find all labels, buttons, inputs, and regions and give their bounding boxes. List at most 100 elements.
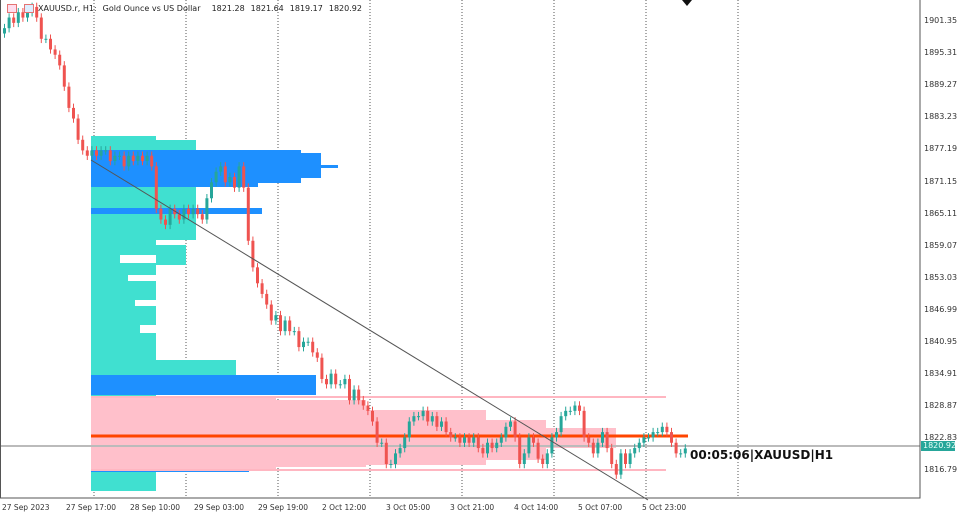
price-tick-label: 1816.79 — [924, 465, 958, 475]
candle-body — [394, 453, 397, 465]
time-tick-label: 28 Sep 10:00 — [130, 503, 181, 512]
candle-body — [85, 150, 89, 156]
time-tick-label: 3 Oct 05:00 — [386, 503, 431, 512]
candle-body — [591, 442, 595, 454]
candle-body — [380, 442, 384, 444]
candle-body — [490, 442, 494, 449]
candle-body — [430, 416, 434, 422]
candle-body — [90, 150, 94, 156]
candle-body — [131, 155, 135, 162]
candle-body — [513, 421, 517, 438]
candle-body — [62, 65, 66, 87]
price-tick-label: 1846.99 — [924, 304, 958, 314]
candle-body — [343, 378, 347, 385]
candle-body — [642, 437, 646, 443]
trend-line[interactable] — [90, 159, 649, 501]
candle-body — [352, 389, 356, 401]
candle-body — [205, 198, 209, 220]
candle-body — [628, 453, 632, 465]
candle-body — [159, 208, 163, 220]
candle-body — [3, 28, 6, 34]
candle-body — [527, 437, 531, 454]
candle-body — [338, 384, 342, 386]
candle-body — [81, 139, 85, 151]
candle-body — [58, 54, 62, 66]
candle-body — [421, 410, 425, 417]
price-tick-label: 1895.31 — [924, 48, 958, 58]
candle-body — [260, 283, 264, 294]
chart-shift-marker[interactable] — [682, 0, 692, 6]
candle-body — [49, 38, 52, 50]
current-price-label: 1820.92 — [921, 441, 957, 451]
candle-body — [361, 400, 365, 406]
candle-body — [72, 107, 75, 119]
candle-body — [233, 176, 236, 188]
price-tick-label: 1865.11 — [924, 208, 958, 218]
trading-icon[interactable] — [7, 4, 17, 13]
candle-body — [449, 432, 453, 438]
candle-body — [242, 166, 246, 188]
candle-body — [177, 214, 181, 220]
price-tick-label: 1828.87 — [924, 401, 958, 411]
candle-body — [141, 155, 144, 162]
candle-body — [596, 442, 600, 454]
volume-profile-blue — [91, 150, 338, 472]
candle-body — [122, 155, 126, 167]
price-tick-label: 1883.23 — [924, 112, 958, 122]
candle-body — [150, 155, 154, 167]
candle-body — [145, 155, 149, 162]
candle-body — [223, 166, 227, 183]
candle-body — [453, 437, 457, 439]
candle-body — [417, 416, 420, 418]
price-tick-label: 1871.15 — [924, 176, 958, 186]
candle-body — [136, 155, 140, 162]
candle-body — [444, 421, 448, 433]
candle-body — [315, 352, 319, 358]
candle-body — [578, 405, 581, 411]
time-tick-label: 29 Sep 19:00 — [258, 503, 309, 512]
candle-body — [375, 421, 379, 443]
chart-frame — [0, 0, 921, 499]
candle-body — [21, 12, 25, 18]
time-tick-label: 27 Sep 17:00 — [66, 503, 117, 512]
candles — [3, 2, 687, 479]
candle-body — [545, 453, 549, 465]
candle-timer-label: 00:05:06|XAUUSD|H1 — [690, 448, 834, 462]
candle-body — [647, 437, 650, 439]
candle-body — [476, 437, 480, 449]
candle-body — [582, 410, 586, 438]
candle-body — [99, 150, 103, 156]
candle-body — [200, 214, 204, 220]
candle-body — [559, 416, 563, 433]
candle-body — [329, 373, 333, 385]
candle-body — [237, 166, 241, 188]
candle-body — [499, 437, 503, 443]
candle-body — [550, 437, 554, 454]
candle-body — [306, 341, 310, 343]
time-tick-label: 2 Oct 12:00 — [322, 503, 367, 512]
depth-icon[interactable] — [24, 4, 34, 13]
candle-body — [504, 426, 508, 438]
candle-body — [509, 421, 512, 427]
low-value: 1819.17 — [289, 4, 323, 13]
candle-body — [522, 453, 526, 465]
candle-body — [518, 437, 522, 465]
candle-body — [302, 341, 305, 348]
candle-body — [210, 182, 213, 199]
time-tick-label: 4 Oct 14:00 — [514, 503, 559, 512]
candle-body — [412, 416, 416, 422]
candle-body — [104, 150, 108, 152]
symbol-label: XAUUSD.r, H1: — [38, 4, 97, 13]
candle-body — [108, 150, 112, 162]
candle-body — [472, 437, 476, 443]
candle-body — [536, 442, 540, 459]
candle-body — [389, 464, 393, 466]
high-value: 1821.64 — [250, 4, 284, 13]
price-tick-label: 1822.83 — [924, 433, 958, 443]
candle-body — [398, 448, 402, 454]
candle-body — [587, 437, 591, 443]
time-tick-label: 3 Oct 21:00 — [450, 503, 495, 512]
candle-body — [67, 86, 71, 108]
candle-body — [426, 410, 430, 422]
